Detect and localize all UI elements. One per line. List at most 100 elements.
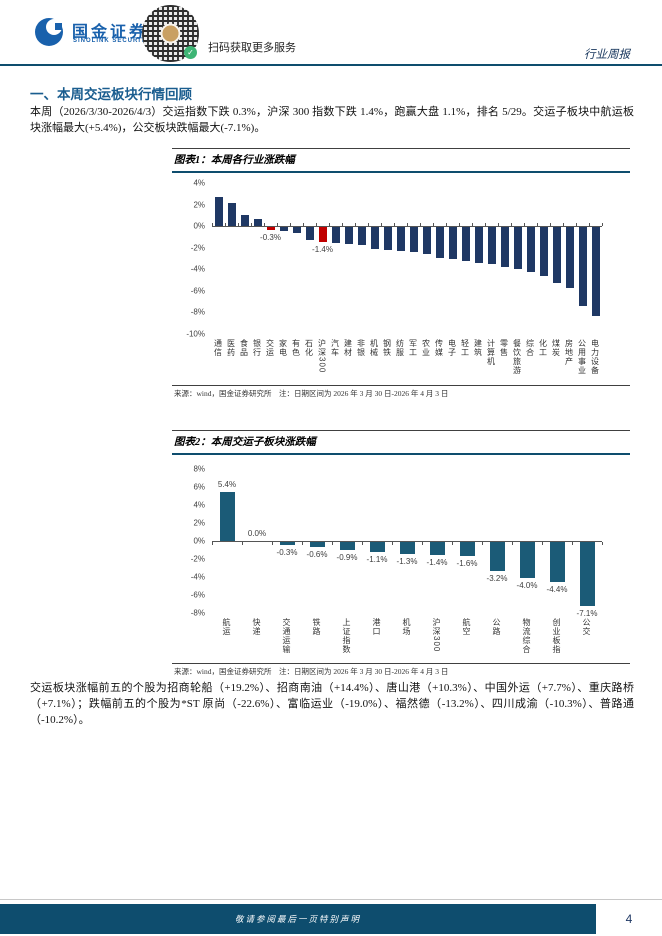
bar [214,197,223,227]
axis-tick-mark [242,542,243,545]
x-axis-category-label: 快递 [252,618,261,636]
axis-tick-mark [550,223,551,227]
x-axis-category-label: 煤炭 [551,339,561,357]
bar [422,227,431,255]
axis-tick-mark [602,542,603,545]
logo-company-name: 国金证券 [72,24,149,41]
figure-2-title: 图表2：本周交运子板块涨跌幅 [172,430,630,455]
x-axis-category-label: 传媒 [434,339,444,357]
bar [549,542,565,582]
logo-company-name-en: SINOLINK SECURITIES [73,38,159,44]
x-axis-category-label: 汽车 [330,339,340,357]
bar [519,542,535,578]
axis-tick-mark [459,223,460,227]
wechat-icon: ✓ [184,46,197,59]
x-axis-category-label: 零售 [499,339,509,357]
axis-tick-mark [392,542,393,545]
x-axis-line [212,541,602,542]
bar-value-label: -4.0% [516,581,538,590]
axis-tick-mark [342,223,343,227]
section-heading: 一、本周交运板块行情回顾 [30,87,192,102]
bar-value-label: -0.6% [306,550,328,560]
bar [399,542,415,554]
x-axis-category-label: 轻工 [460,339,470,357]
bar-value-label: -1.1% [366,554,388,564]
page-number: 4 [596,904,662,934]
x-axis-category-label: 纺服 [395,339,405,357]
axis-tick-mark [422,542,423,545]
axis-tick-mark [251,223,252,227]
x-axis-category-label: 石化 [304,339,314,357]
x-axis-category-label: 上证指数 [342,618,351,654]
axis-tick-mark [212,223,213,227]
bar [279,227,288,232]
axis-tick-mark [238,223,239,227]
intro-paragraph: 本周（2026/3/30-2026/4/3）交运指数下跌 0.3%，沪深 300… [30,106,634,134]
x-axis-category-label: 沪深300 [317,339,327,374]
x-axis-category-label: 物流综合 [522,618,531,654]
axis-tick-mark [303,223,304,227]
bar [253,218,262,227]
x-axis-category-label: 铁路 [312,618,321,636]
x-axis-category-label: 沪深300 [432,618,441,653]
x-axis-category-label: 军工 [408,339,418,357]
x-axis-category-label: 航空 [462,618,471,636]
y-axis-tick-label: 4% [193,500,205,510]
axis-tick-mark [602,223,603,227]
bar [461,227,470,261]
bar [435,227,444,259]
y-axis-tick-label: -6% [190,590,205,600]
bar-value-label: -3.2% [486,573,508,583]
x-axis-category-label: 家电 [278,339,288,357]
y-axis-tick-label: 2% [193,518,205,528]
x-axis-category-label: 化工 [538,339,548,357]
bar [448,227,457,260]
bar-value-label: -7.1% [576,608,598,618]
axis-tick-mark [563,223,564,227]
x-axis-category-label: 餐饮旅游 [512,339,522,375]
x-axis-category-label: 非银 [356,339,366,357]
bar [513,227,522,270]
axis-tick-mark [394,223,395,227]
x-axis-category-label: 航运 [222,618,231,636]
bar [309,542,325,548]
bar [565,227,574,288]
axis-tick-mark [272,542,273,545]
x-axis-category-label: 建筑 [473,339,483,357]
bar [552,227,561,284]
x-axis-category-label: 农业 [421,339,431,357]
y-axis-tick-label: 4% [193,178,205,188]
axis-tick-mark [420,223,421,227]
y-axis-tick-label: 8% [193,464,205,474]
axis-tick-mark [264,223,265,227]
x-axis-category-label: 建材 [343,339,353,357]
bar [331,227,340,244]
bar [219,492,235,541]
bar [500,227,509,268]
axis-tick-mark [225,223,226,227]
axis-tick-mark [212,542,213,545]
bar-value-label: -1.3% [396,556,418,566]
sinolink-logo-icon [35,18,63,46]
figure-1-source: 来源：wind，国金证券研究所 注：日期区间为 2026 年 3 月 30 日-… [172,385,630,399]
x-axis-category-label: 公用事业 [577,339,587,375]
bar-value-label: -0.9% [336,553,358,563]
bar [474,227,483,263]
y-axis-tick-label: -10% [186,329,205,339]
bar [370,227,379,249]
report-type-label: 行业周报 [584,49,630,61]
x-axis-category-label: 计算机 [486,339,496,366]
axis-tick-mark [332,542,333,545]
x-axis-category-label: 综合 [525,339,535,357]
bar [487,227,496,264]
qr-caption: 扫码获取更多服务 [208,42,296,54]
axis-tick-mark [511,223,512,227]
bar [489,542,505,571]
y-axis-tick-label: 0% [193,536,205,546]
x-axis-category-label: 机场 [402,618,411,636]
bar [266,227,275,231]
bar [578,227,587,306]
figure-1-title: 图表1：本周各行业涨跌幅 [172,148,630,173]
axis-tick-mark [277,223,278,227]
